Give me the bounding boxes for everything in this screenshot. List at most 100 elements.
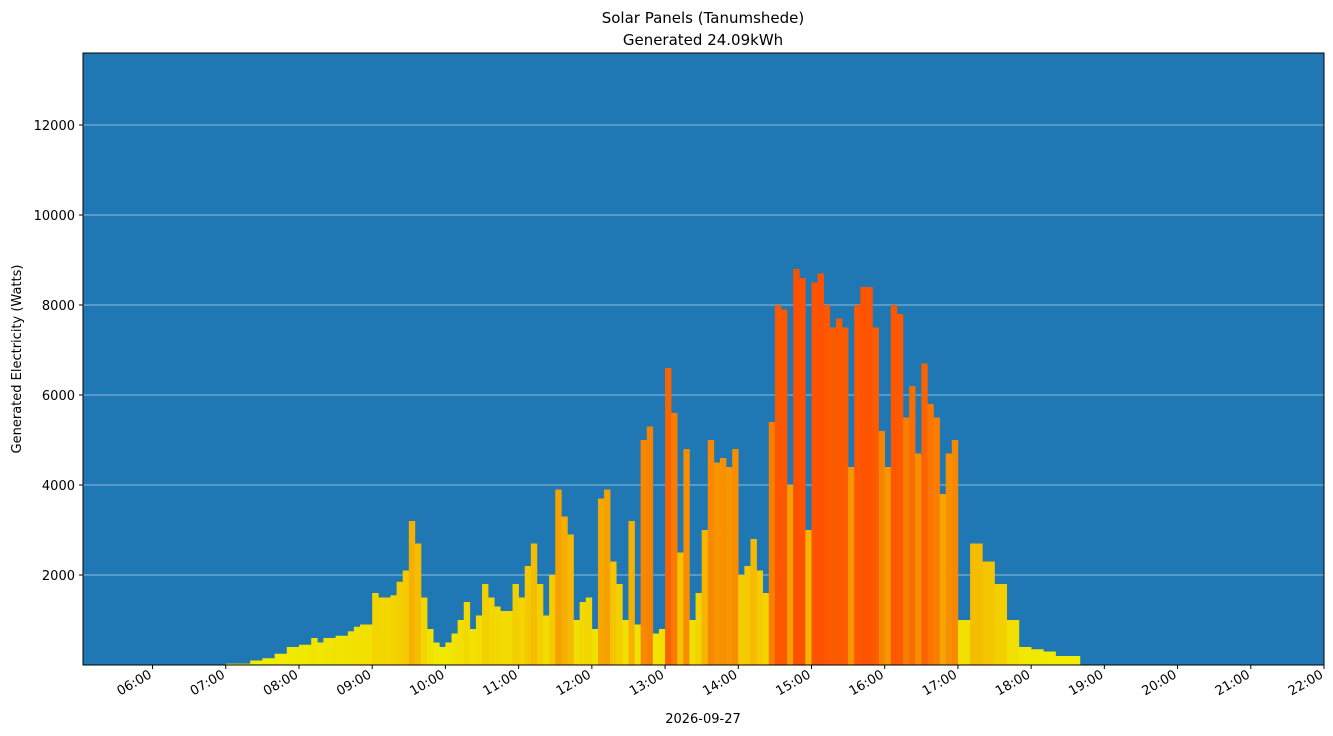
bar [939,494,947,665]
x-tick-label: 07:00 [188,667,228,699]
bar [579,602,587,665]
bar [567,534,574,665]
bar [524,566,532,665]
bar [408,521,416,665]
bar [799,278,806,665]
bar [1018,647,1032,665]
y-axis: 2000 4000 6000 8000 10000 12000 [34,119,83,584]
bar [353,626,361,665]
bar [439,647,446,665]
bar [640,440,648,665]
bar [951,440,959,665]
bar [835,318,843,665]
y-tick-label: 4000 [42,479,75,494]
bar [689,620,696,665]
bar [1067,656,1081,665]
bar [372,593,379,665]
bar [622,620,629,665]
bar [335,635,349,665]
bar [543,615,550,665]
x-tick-label: 10:00 [407,667,447,699]
bar [463,602,471,665]
bar [982,561,995,665]
bar [482,584,489,665]
bar [396,581,404,665]
bar [994,584,1008,665]
bar [848,467,855,665]
x-tick-label: 20:00 [1140,667,1180,699]
bar [384,597,391,665]
bar [811,282,818,665]
bar [390,595,397,665]
y-tick-label: 8000 [42,299,75,314]
bar [927,404,934,665]
bar [884,467,892,665]
y-axis-label: Generated Electricity (Watts) [10,265,25,454]
bar [225,663,239,665]
bar [829,327,837,665]
bar [841,327,849,665]
x-tick-label: 13:00 [627,667,667,699]
bars [225,269,1081,665]
bar [237,663,251,665]
bar [768,422,776,665]
bar [695,593,702,665]
bar [896,314,904,665]
x-tick-label: 22:00 [1286,667,1326,699]
bar [451,633,458,665]
bar [414,543,422,665]
bar [817,273,824,665]
bar [597,498,605,665]
bar [744,566,751,665]
bar [671,413,678,665]
bar [860,287,867,665]
bar [1006,620,1020,665]
bar [957,620,971,665]
bar [433,642,440,665]
bar [921,363,928,665]
bar [726,467,733,665]
bar [317,642,324,665]
bar [469,629,477,665]
x-tick-label: 08:00 [261,667,301,699]
bar [719,458,727,665]
bar [555,489,562,665]
bar [549,575,556,665]
bar [286,647,300,665]
x-tick-label: 06:00 [115,667,155,699]
bar [878,431,886,665]
bar [506,611,513,665]
bar [793,269,800,665]
bar [665,368,672,665]
bar [732,449,739,665]
bar [359,624,373,665]
bar [854,305,861,665]
bar [683,449,690,665]
bar [518,597,526,665]
bar [378,597,385,665]
bar [347,631,355,665]
bar [402,570,410,665]
bar [530,543,538,665]
bar [890,305,898,665]
bar [872,327,879,665]
bar [780,309,788,665]
bar [421,597,428,665]
x-tick-label: 14:00 [700,667,740,699]
x-tick-label: 17:00 [920,667,960,699]
bar [500,611,507,665]
y-tick-label: 10000 [34,209,75,224]
bar [903,417,910,665]
bar [274,653,288,665]
bar [658,629,666,665]
bar [823,305,831,665]
bar [457,620,465,665]
x-tick-label: 12:00 [554,667,594,699]
grid [83,124,1324,576]
bar [445,642,452,665]
plot-frame [82,52,1325,666]
chart-title: Solar Panels (Tanumshede) [602,9,805,27]
bar [756,570,763,665]
bar [628,521,635,665]
bar [616,584,623,665]
